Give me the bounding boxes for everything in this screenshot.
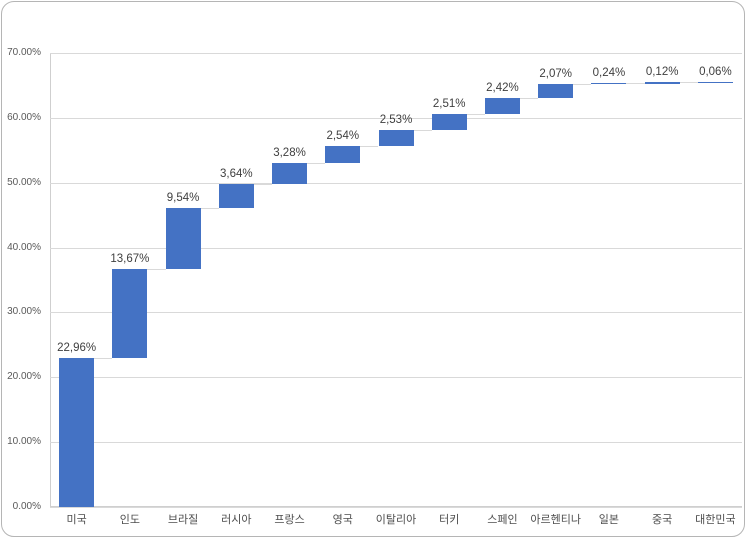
gridline bbox=[50, 312, 742, 314]
chart-bar-9[interactable] bbox=[538, 84, 574, 98]
bar-data-label: 13,67% bbox=[110, 253, 150, 266]
y-axis-tick-label: 30.00% bbox=[7, 306, 41, 318]
gridline bbox=[50, 507, 742, 508]
y-axis-tick-label: 50.00% bbox=[7, 176, 41, 188]
y-axis-tick-label: 60.00% bbox=[7, 111, 41, 123]
chart-bar-2[interactable] bbox=[165, 207, 201, 270]
x-axis-category-label: 미국 bbox=[66, 514, 87, 526]
chart-bar-4[interactable] bbox=[272, 162, 308, 184]
x-axis-category-label: 스페인 bbox=[487, 514, 518, 526]
chart-bar-5[interactable] bbox=[325, 146, 361, 163]
waterfall-connector bbox=[147, 269, 166, 271]
chart-bar-12[interactable] bbox=[697, 81, 733, 84]
gridline bbox=[50, 53, 742, 54]
x-axis-category-label: 인도 bbox=[119, 514, 140, 526]
gridline bbox=[50, 182, 742, 184]
x-axis-category-label: 일본 bbox=[598, 514, 620, 526]
waterfall-connector bbox=[413, 129, 432, 131]
gridline bbox=[50, 117, 742, 119]
waterfall-connector bbox=[253, 183, 273, 185]
chart-bar-3[interactable] bbox=[218, 183, 254, 208]
x-axis-category-label: 대한민국 bbox=[695, 514, 736, 526]
waterfall-connector bbox=[626, 82, 645, 84]
gridline bbox=[50, 377, 742, 379]
bar-data-label: 3,64% bbox=[219, 167, 253, 180]
x-axis-line bbox=[50, 506, 742, 507]
x-axis-category-label: 터키 bbox=[439, 514, 460, 526]
chart-bar-8[interactable] bbox=[484, 97, 520, 114]
bar-data-label: 0,12% bbox=[645, 66, 679, 79]
x-axis-category-label: 브라질 bbox=[167, 514, 199, 526]
waterfall-connector bbox=[360, 146, 379, 148]
bar-data-label: 2,54% bbox=[326, 130, 360, 143]
chart-bar-11[interactable] bbox=[644, 82, 680, 84]
chart-bar-10[interactable] bbox=[591, 82, 627, 85]
waterfall-connector bbox=[307, 162, 326, 164]
bar-data-label: 0,06% bbox=[699, 65, 732, 78]
bar-data-label: 2,51% bbox=[432, 97, 466, 110]
bar-data-label: 0,24% bbox=[592, 66, 626, 79]
x-axis-category-label: 영국 bbox=[332, 514, 353, 526]
waterfall-connector bbox=[94, 358, 113, 360]
bar-data-label: 2,53% bbox=[379, 113, 413, 126]
x-axis-category-label: 이탈리아 bbox=[375, 514, 417, 526]
bar-data-label: 2,42% bbox=[486, 81, 519, 94]
y-axis-tick-label: 40.00% bbox=[7, 241, 41, 253]
gridline bbox=[50, 247, 742, 249]
y-axis-tick-label: 70.00% bbox=[7, 47, 41, 58]
bar-data-label: 22,96% bbox=[57, 342, 97, 355]
y-axis-tick-label: 10.00% bbox=[7, 436, 41, 448]
gridline bbox=[50, 442, 742, 444]
waterfall-connector bbox=[200, 207, 219, 209]
waterfall-connector bbox=[679, 82, 698, 84]
chart-bar-0[interactable] bbox=[59, 358, 95, 507]
chart-bar-1[interactable] bbox=[112, 269, 148, 359]
bar-data-label: 2,07% bbox=[539, 68, 572, 81]
chart-bar-6[interactable] bbox=[378, 129, 414, 147]
x-axis-category-label: 러시아 bbox=[221, 514, 252, 526]
chart-bar-7[interactable] bbox=[431, 113, 467, 130]
y-axis-tick-label: 0.00% bbox=[12, 501, 41, 512]
waterfall-connector bbox=[519, 97, 539, 99]
x-axis-category-label: 아르헨티나 bbox=[530, 514, 581, 526]
plot-area bbox=[50, 53, 742, 508]
waterfall-connector bbox=[573, 84, 592, 86]
y-axis-tick-label: 20.00% bbox=[7, 371, 41, 383]
x-axis-category-label: 프랑스 bbox=[274, 514, 305, 526]
bar-data-label: 3,28% bbox=[273, 146, 306, 159]
y-axis-line bbox=[50, 53, 51, 507]
x-axis-category-label: 중국 bbox=[652, 514, 673, 526]
waterfall-connector bbox=[466, 113, 485, 115]
bar-data-label: 9,54% bbox=[166, 191, 200, 204]
